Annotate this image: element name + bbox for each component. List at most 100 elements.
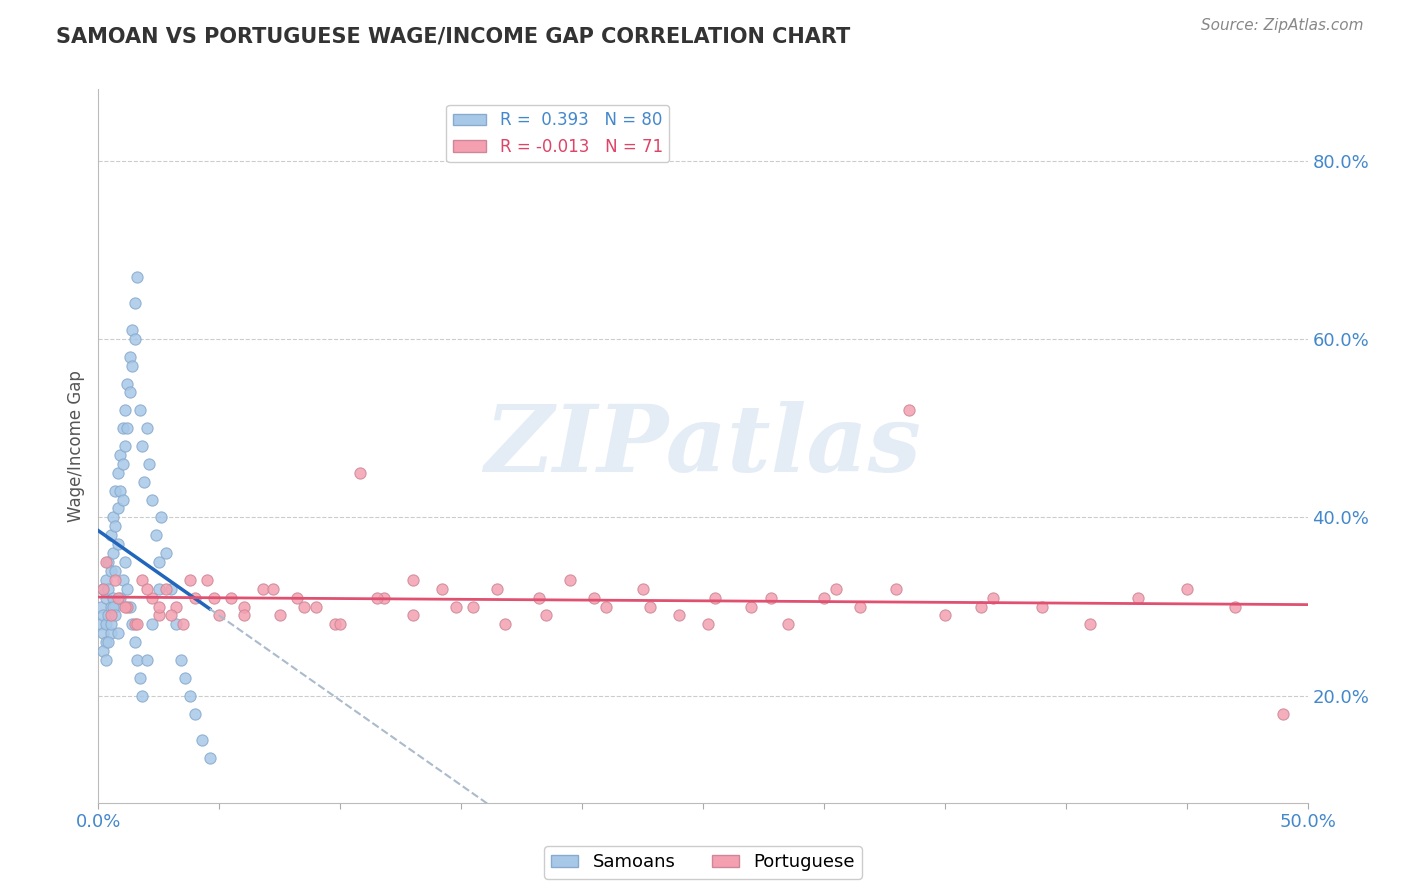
Point: [100, 564, 122, 578]
Point: [90, 617, 112, 632]
Point: [1175, 582, 1198, 596]
Point: [131, 689, 153, 703]
Point: [165, 617, 187, 632]
Point: [114, 403, 136, 417]
Point: [94, 573, 117, 587]
Point: [486, 582, 509, 596]
Point: [179, 573, 201, 587]
Point: [104, 564, 127, 578]
Point: [527, 591, 550, 605]
Point: [118, 385, 141, 400]
Point: [813, 591, 835, 605]
Point: [114, 599, 136, 614]
Point: [934, 608, 956, 623]
Point: [97, 582, 120, 596]
Point: [145, 528, 167, 542]
Point: [269, 608, 291, 623]
Point: [107, 591, 129, 605]
Point: [631, 582, 654, 596]
Text: Source: ZipAtlas.com: Source: ZipAtlas.com: [1201, 18, 1364, 33]
Point: [124, 617, 146, 632]
Point: [373, 591, 395, 605]
Point: [101, 591, 124, 605]
Point: [402, 573, 425, 587]
Point: [128, 403, 150, 417]
Point: [776, 617, 799, 632]
Point: [886, 582, 908, 596]
Point: [558, 573, 581, 587]
Point: [638, 599, 661, 614]
Point: [100, 608, 122, 623]
Point: [160, 582, 183, 596]
Point: [160, 608, 183, 623]
Point: [285, 591, 308, 605]
Point: [292, 599, 315, 614]
Point: [107, 466, 129, 480]
Point: [1223, 599, 1246, 614]
Point: [131, 573, 153, 587]
Point: [100, 599, 122, 614]
Point: [111, 492, 134, 507]
Point: [446, 599, 468, 614]
Point: [402, 608, 425, 623]
Point: [124, 635, 146, 649]
Point: [366, 591, 388, 605]
Point: [849, 599, 872, 614]
Point: [135, 653, 157, 667]
Point: [897, 403, 920, 417]
Point: [141, 591, 163, 605]
Point: [111, 573, 134, 587]
Point: [430, 582, 453, 596]
Point: [494, 617, 516, 632]
Point: [668, 608, 690, 623]
Point: [117, 376, 139, 391]
Point: [90, 599, 112, 614]
Point: [104, 573, 127, 587]
Point: [825, 582, 848, 596]
Point: [108, 483, 131, 498]
Point: [118, 350, 141, 364]
Point: [114, 555, 136, 569]
Point: [118, 599, 141, 614]
Point: [740, 599, 762, 614]
Point: [174, 671, 197, 685]
Legend: Samoans, Portuguese: Samoans, Portuguese: [544, 847, 862, 879]
Point: [127, 653, 149, 667]
Point: [208, 608, 231, 623]
Y-axis label: Wage/Income Gap: Wage/Income Gap: [67, 370, 86, 522]
Point: [111, 421, 134, 435]
Point: [463, 599, 485, 614]
Point: [100, 528, 122, 542]
Point: [150, 510, 173, 524]
Point: [91, 608, 114, 623]
Point: [704, 591, 727, 605]
Point: [305, 599, 328, 614]
Point: [101, 599, 124, 614]
Point: [204, 591, 226, 605]
Point: [104, 599, 127, 614]
Point: [141, 617, 163, 632]
Point: [94, 555, 117, 569]
Point: [198, 751, 221, 765]
Point: [148, 582, 170, 596]
Point: [97, 555, 120, 569]
Point: [108, 448, 131, 462]
Point: [155, 582, 177, 596]
Point: [184, 591, 207, 605]
Point: [131, 439, 153, 453]
Point: [148, 608, 170, 623]
Point: [97, 635, 120, 649]
Point: [91, 582, 114, 596]
Point: [134, 475, 156, 489]
Point: [759, 591, 782, 605]
Point: [252, 582, 274, 596]
Point: [262, 582, 284, 596]
Point: [104, 519, 127, 533]
Point: [94, 653, 117, 667]
Point: [100, 617, 122, 632]
Point: [101, 510, 124, 524]
Point: [124, 332, 146, 346]
Point: [121, 617, 143, 632]
Point: [349, 466, 371, 480]
Point: [325, 617, 347, 632]
